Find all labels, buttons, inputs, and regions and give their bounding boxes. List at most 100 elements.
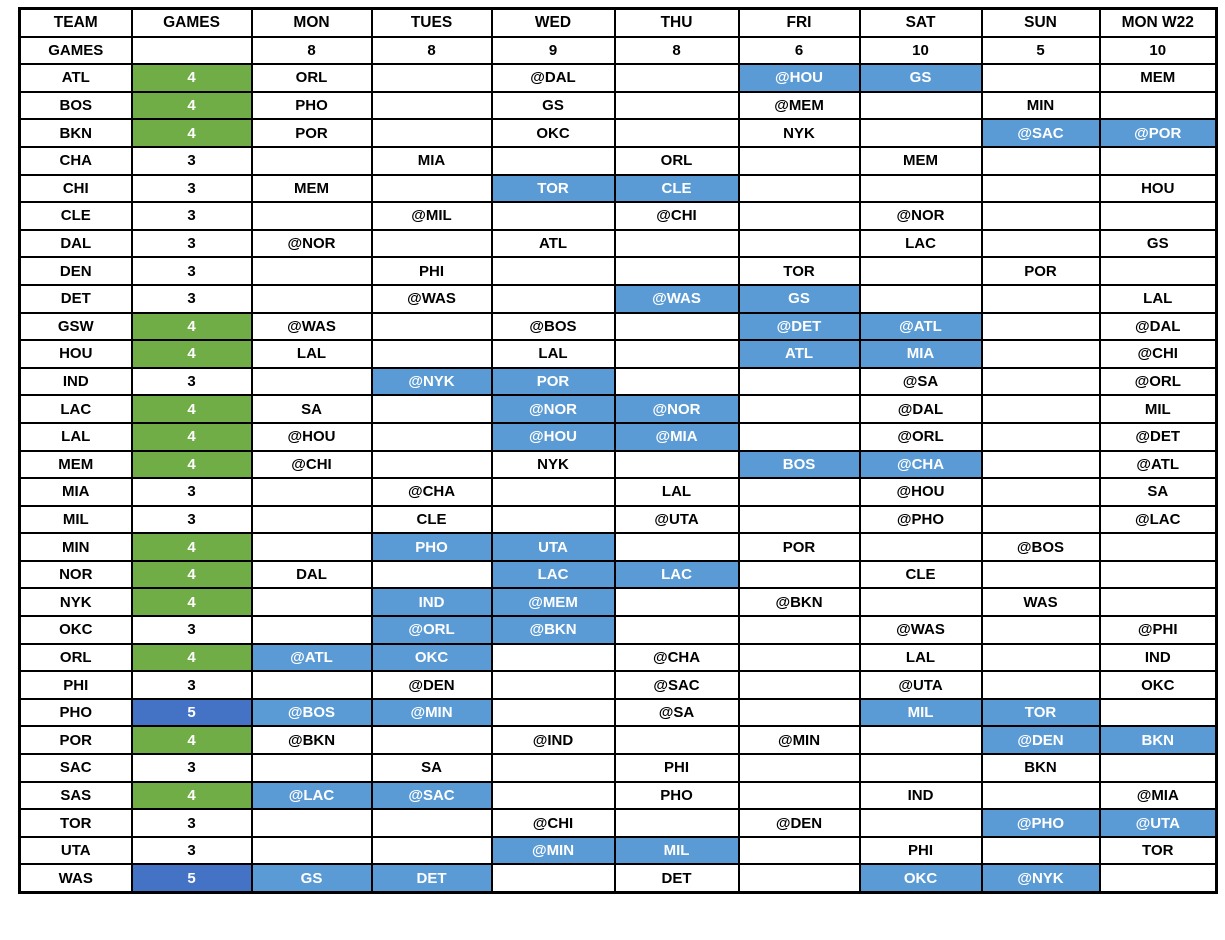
- schedule-cell-sac-sat: [858, 753, 983, 783]
- team-cell-ind: IND: [18, 366, 133, 397]
- schedule-cell-bos-sat: [858, 90, 983, 121]
- schedule-cell-lac-wed: @NOR: [490, 394, 616, 424]
- team-row-ind: IND 3 @NYK POR @SA @ORL: [18, 366, 1218, 397]
- schedule-cell-por-tues: [370, 725, 493, 756]
- schedule-cell-mia-fri: [737, 477, 861, 507]
- schedule-cell-cle-thu: @CHI: [613, 201, 740, 231]
- team-row-lac: LAC 4 SA @NOR @NOR @DAL MIL: [18, 394, 1218, 424]
- schedule-cell-mem-sat: @CHA: [858, 449, 983, 480]
- schedule-cell-uta-sun: [980, 835, 1101, 866]
- schedule-cell-was-mon: GS: [250, 863, 373, 894]
- schedule-cell-por-mon-w22: BKN: [1098, 725, 1218, 756]
- team-cell-pho: PHO: [18, 697, 133, 728]
- games-total-orl: 4: [130, 642, 253, 673]
- schedule-cell-cle-tues: @MIL: [370, 201, 493, 231]
- schedule-cell-bos-fri: @MEM: [737, 90, 861, 121]
- schedule-cell-sac-thu: PHI: [613, 753, 740, 783]
- games-count-mon: 8: [250, 35, 373, 66]
- schedule-cell-nyk-fri: @BKN: [737, 587, 861, 618]
- schedule-cell-por-fri: @MIN: [737, 725, 861, 756]
- team-cell-dal: DAL: [18, 228, 133, 259]
- schedule-cell-bos-mon-w22: [1098, 90, 1218, 121]
- schedule-cell-lac-sat: @DAL: [858, 394, 983, 424]
- schedule-cell-sas-sat: IND: [858, 780, 983, 811]
- games-total-bos: 4: [130, 90, 253, 121]
- schedule-cell-bkn-sat: [858, 118, 983, 148]
- schedule-cell-min-sat: [858, 532, 983, 562]
- team-cell-det: DET: [18, 283, 133, 314]
- team-row-gsw: GSW 4 @WAS @BOS @DET @ATL @DAL: [18, 311, 1218, 342]
- schedule-cell-det-sun: [980, 283, 1101, 314]
- schedule-cell-lal-thu: @MIA: [613, 421, 740, 452]
- games-total-min: 4: [130, 532, 253, 562]
- schedule-cell-den-fri: TOR: [737, 256, 861, 286]
- team-cell-cle: CLE: [18, 201, 133, 231]
- schedule-cell-lac-thu: @NOR: [613, 394, 740, 424]
- games-total-por: 4: [130, 725, 253, 756]
- schedule-cell-por-sat: [858, 725, 983, 756]
- schedule-cell-pho-sun: TOR: [980, 697, 1101, 728]
- schedule-cell-phi-thu: @SAC: [613, 670, 740, 700]
- games-count-fri: 6: [737, 35, 861, 66]
- games-count-sat: 10: [858, 35, 983, 66]
- schedule-cell-was-fri: [737, 863, 861, 894]
- team-cell-okc: OKC: [18, 615, 133, 645]
- schedule-cell-phi-mon-w22: OKC: [1098, 670, 1218, 700]
- column-header-wed: WED: [490, 7, 616, 38]
- schedule-cell-chi-sun: [980, 173, 1101, 204]
- schedule-cell-mem-fri: BOS: [737, 449, 861, 480]
- team-row-det: DET 3 @WAS @WAS GS LAL: [18, 283, 1218, 314]
- schedule-cell-orl-tues: OKC: [370, 642, 493, 673]
- games-total-phi: 3: [130, 670, 253, 700]
- games-total-was: 5: [130, 863, 253, 894]
- schedule-cell-sas-wed: [490, 780, 616, 811]
- team-cell-min: MIN: [18, 532, 133, 562]
- team-cell-bos: BOS: [18, 90, 133, 121]
- schedule-cell-lal-sun: [980, 421, 1101, 452]
- schedule-cell-nor-mon-w22: [1098, 559, 1218, 590]
- team-cell-nyk: NYK: [18, 587, 133, 618]
- schedule-cell-orl-mon: @ATL: [250, 642, 373, 673]
- schedule-cell-bos-tues: [370, 90, 493, 121]
- schedule-cell-mia-sun: [980, 477, 1101, 507]
- schedule-cell-cle-mon: [250, 201, 373, 231]
- schedule-cell-lal-wed: @HOU: [490, 421, 616, 452]
- schedule-cell-bkn-thu: [613, 118, 740, 148]
- schedule-cell-chi-mon-w22: HOU: [1098, 173, 1218, 204]
- schedule-cell-uta-mon: [250, 835, 373, 866]
- schedule-cell-nor-sun: [980, 559, 1101, 590]
- games-count-wed: 9: [490, 35, 616, 66]
- schedule-cell-dal-sun: [980, 228, 1101, 259]
- schedule-cell-sas-sun: [980, 780, 1101, 811]
- column-header-row: TEAM GAMES MON TUES WED THU FRI SAT SUN MON W22: [18, 7, 1218, 38]
- schedule-cell-tor-mon: [250, 808, 373, 838]
- games-total-bkn: 4: [130, 118, 253, 148]
- games-total-sas: 4: [130, 780, 253, 811]
- team-cell-was: WAS: [18, 863, 133, 894]
- schedule-table-container: TEAM GAMES MON TUES WED THU FRI SAT SUN MON W22 GA…: [18, 7, 1218, 894]
- schedule-cell-phi-tues: @DEN: [370, 670, 493, 700]
- schedule-cell-nyk-wed: @MEM: [490, 587, 616, 618]
- schedule-cell-sas-tues: @SAC: [370, 780, 493, 811]
- schedule-cell-mil-thu: @UTA: [613, 504, 740, 535]
- schedule-cell-pho-thu: @SA: [613, 697, 740, 728]
- column-header-thu: THU: [613, 7, 740, 38]
- schedule-cell-mem-thu: [613, 449, 740, 480]
- schedule-cell-mil-mon-w22: @LAC: [1098, 504, 1218, 535]
- games-total-okc: 3: [130, 615, 253, 645]
- schedule-cell-den-tues: PHI: [370, 256, 493, 286]
- schedule-cell-okc-fri: [737, 615, 861, 645]
- team-cell-orl: ORL: [18, 642, 133, 673]
- schedule-cell-okc-sun: [980, 615, 1101, 645]
- schedule-cell-sac-mon-w22: [1098, 753, 1218, 783]
- schedule-cell-det-mon-w22: LAL: [1098, 283, 1218, 314]
- games-total-pho: 5: [130, 697, 253, 728]
- schedule-cell-cle-sat: @NOR: [858, 201, 983, 231]
- schedule-cell-okc-mon-w22: @PHI: [1098, 615, 1218, 645]
- schedule-cell-lal-tues: [370, 421, 493, 452]
- schedule-cell-nor-fri: [737, 559, 861, 590]
- schedule-cell-ind-fri: [737, 366, 861, 397]
- schedule-cell-tor-sat: [858, 808, 983, 838]
- schedule-cell-bkn-mon: POR: [250, 118, 373, 148]
- schedule-cell-sac-fri: [737, 753, 861, 783]
